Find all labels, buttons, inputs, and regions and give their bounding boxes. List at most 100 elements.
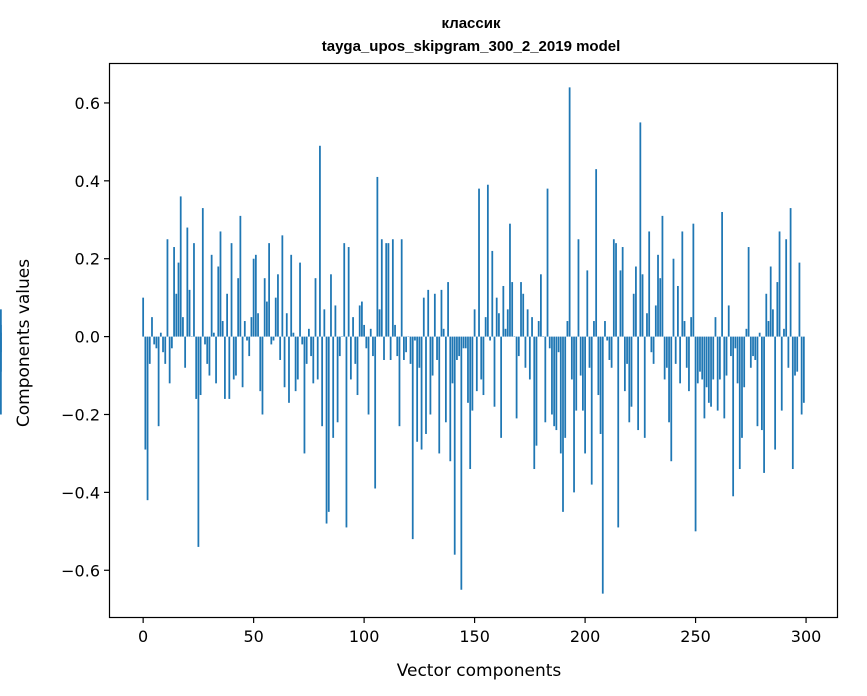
x-tick-label-50: 50 bbox=[243, 627, 263, 646]
bar-284 bbox=[769, 266, 772, 337]
bar-7 bbox=[157, 336, 160, 427]
x-tick-label-200: 200 bbox=[570, 627, 601, 646]
bar-16 bbox=[177, 262, 180, 337]
bar-195 bbox=[573, 336, 575, 493]
bar-135 bbox=[440, 289, 443, 337]
bar-229 bbox=[648, 231, 651, 337]
bar-123 bbox=[414, 336, 416, 341]
bar-291 bbox=[785, 239, 788, 337]
bar-227 bbox=[643, 336, 646, 438]
bar-260 bbox=[716, 336, 719, 411]
bar-240 bbox=[672, 258, 675, 337]
bar-228 bbox=[646, 313, 648, 337]
bar-76 bbox=[310, 336, 312, 357]
bar-4 bbox=[151, 317, 153, 337]
y-tick-label-6: 0.6 bbox=[75, 94, 100, 113]
bar-2 bbox=[146, 336, 149, 501]
bar-110 bbox=[385, 243, 388, 337]
bar-248 bbox=[690, 317, 693, 337]
bar-275 bbox=[749, 336, 752, 368]
bar-297 bbox=[798, 262, 801, 337]
bar-212 bbox=[610, 336, 613, 368]
bar-148 bbox=[469, 336, 472, 470]
bar-138 bbox=[447, 282, 449, 337]
bar-255 bbox=[705, 336, 708, 388]
bar-129 bbox=[427, 289, 430, 337]
bar-63 bbox=[281, 235, 284, 337]
bar-257 bbox=[710, 336, 712, 407]
bar-151 bbox=[475, 336, 478, 392]
bar-96 bbox=[354, 336, 357, 364]
bar-105 bbox=[374, 336, 377, 489]
bar-222 bbox=[632, 293, 635, 337]
bar-93 bbox=[347, 247, 350, 337]
bar-32 bbox=[212, 332, 215, 337]
y-tick-label-1: −0.4 bbox=[61, 483, 100, 502]
bar-121 bbox=[409, 336, 412, 364]
bar-106 bbox=[376, 176, 379, 337]
bar-186 bbox=[553, 336, 556, 427]
bar-6 bbox=[155, 336, 158, 349]
bar-49 bbox=[250, 317, 253, 337]
bar-270 bbox=[738, 336, 741, 470]
bar-undefined bbox=[0, 324, 2, 337]
bar-290 bbox=[783, 328, 785, 337]
bar-231 bbox=[652, 336, 655, 364]
bar-287 bbox=[776, 282, 779, 337]
bar-145 bbox=[462, 336, 465, 349]
bar-118 bbox=[403, 336, 405, 360]
bar-undefined bbox=[0, 309, 2, 337]
bar-73 bbox=[303, 336, 306, 454]
bar-undefined bbox=[0, 332, 2, 337]
bar-68 bbox=[292, 332, 295, 337]
bar-282 bbox=[765, 293, 768, 337]
x-tick-label-250: 250 bbox=[680, 627, 711, 646]
y-tick-label-0: −0.6 bbox=[61, 561, 100, 580]
bar-48 bbox=[248, 336, 251, 357]
bar-185 bbox=[551, 336, 553, 415]
bar-256 bbox=[707, 336, 710, 403]
bar-234 bbox=[659, 278, 662, 337]
bar-213 bbox=[612, 239, 615, 337]
bar-191 bbox=[564, 336, 567, 438]
bar-8 bbox=[159, 332, 162, 337]
bar-36 bbox=[221, 321, 224, 337]
bar-72 bbox=[301, 336, 304, 345]
bar-53 bbox=[259, 336, 262, 392]
bar-102 bbox=[367, 336, 370, 415]
bar-267 bbox=[732, 336, 735, 497]
bar-242 bbox=[677, 285, 679, 337]
bar-39 bbox=[228, 336, 231, 399]
bar-239 bbox=[670, 336, 673, 462]
bar-77 bbox=[312, 336, 315, 384]
bar-112 bbox=[389, 336, 392, 360]
bar-86 bbox=[332, 336, 335, 438]
bar-178 bbox=[535, 336, 538, 446]
bar-50 bbox=[252, 258, 255, 337]
bar-204 bbox=[593, 321, 595, 337]
bar-157 bbox=[489, 336, 491, 341]
bar-249 bbox=[692, 223, 695, 337]
bar-65 bbox=[285, 313, 288, 337]
bar-153 bbox=[480, 336, 483, 380]
bar-42 bbox=[235, 336, 237, 376]
bar-273 bbox=[745, 328, 748, 337]
y-tick-label-5: 0.4 bbox=[75, 172, 100, 191]
plot-frame bbox=[108, 62, 839, 619]
bar-81 bbox=[321, 336, 324, 427]
bar-177 bbox=[533, 336, 536, 470]
bar-92 bbox=[345, 336, 348, 528]
bar-286 bbox=[774, 336, 777, 450]
bar-111 bbox=[387, 243, 390, 337]
bar-29 bbox=[206, 336, 209, 364]
bar-295 bbox=[794, 336, 796, 376]
bar-119 bbox=[405, 336, 407, 353]
bar-197 bbox=[577, 239, 580, 337]
bar-undefined bbox=[0, 336, 2, 372]
bar-170 bbox=[517, 336, 520, 357]
bar-208 bbox=[601, 336, 604, 594]
bar-0 bbox=[142, 297, 145, 337]
bar-75 bbox=[307, 328, 310, 337]
bar-211 bbox=[608, 336, 611, 360]
bar-35 bbox=[219, 231, 222, 337]
